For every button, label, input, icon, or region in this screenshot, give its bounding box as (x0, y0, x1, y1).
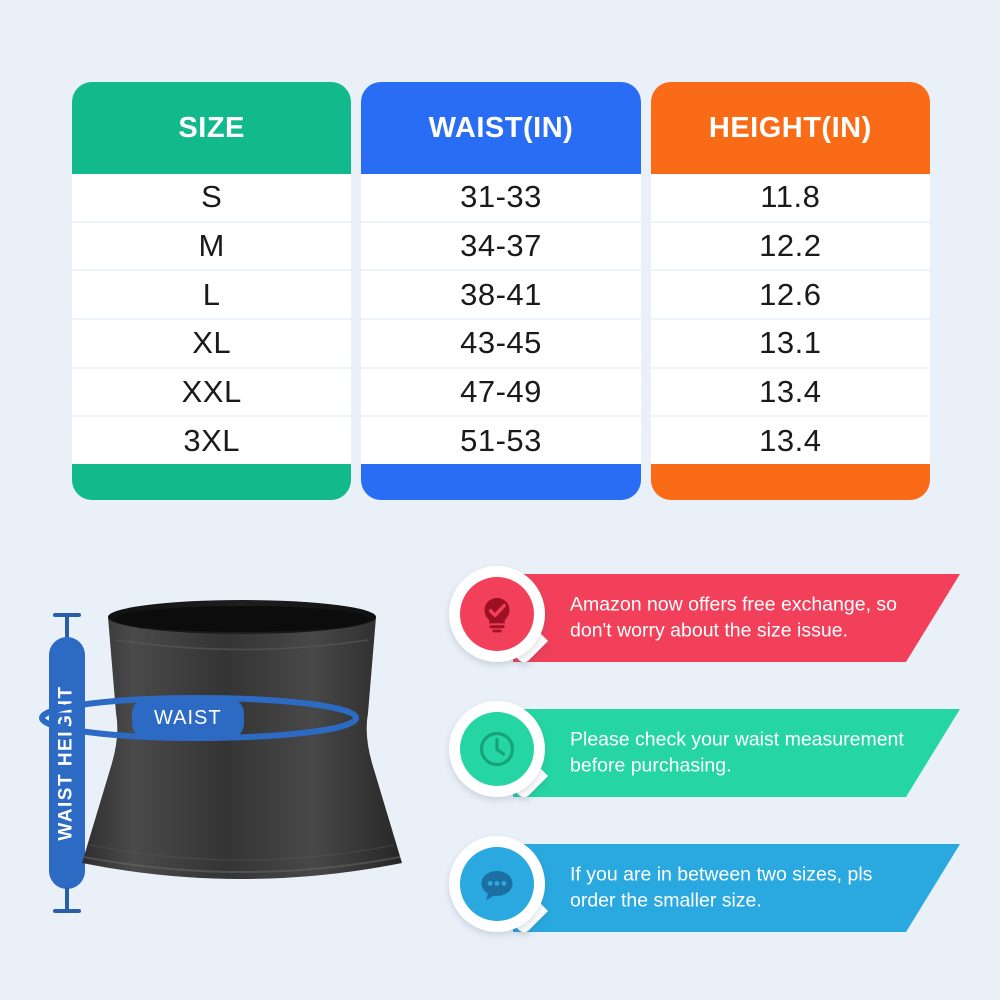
callout-banner-shape (513, 709, 960, 797)
table-cell-waist-1: 34-37 (361, 222, 641, 272)
table-cell-height-0: 11.8 (650, 174, 930, 223)
callout-icon-badge (445, 562, 557, 674)
table-cell-size-2: L (72, 271, 352, 321)
waist-trainer-belt-image (72, 595, 412, 895)
waist-height-cap-bottom (53, 909, 81, 913)
table-column-waist: WAIST(IN) 31-33 34-37 38-41 43-45 47-49 … (361, 82, 641, 500)
callout-icon-badge (445, 697, 557, 809)
column-header-height: HEIGHT(IN) (650, 82, 930, 174)
table-cell-size-5: 3XL (72, 417, 352, 465)
callout-icon-badge (445, 832, 557, 944)
callout-icon-disc (460, 577, 534, 651)
callout-banner-shape (513, 574, 960, 662)
belt-graphic (82, 600, 402, 879)
table-cell-size-3: XL (72, 320, 352, 369)
column-header-size: SIZE (72, 82, 352, 174)
table-cell-waist-4: 47-49 (361, 368, 641, 418)
callout-size-advice: If you are in between two sizes, pls ord… (445, 832, 960, 944)
column-footer-size (72, 464, 352, 500)
table-cell-height-1: 12.2 (650, 222, 930, 272)
column-body-size: S M L XL XXL 3XL (72, 174, 352, 465)
callout-text: Amazon now offers free exchange, so don'… (570, 593, 897, 641)
waist-height-indicator: WAIST HEIGHT (47, 613, 87, 913)
table-cell-waist-5: 51-53 (361, 417, 641, 465)
waist-height-pill: WAIST HEIGHT (49, 637, 85, 889)
callout-exchange-policy: Amazon now offers free exchange, so don'… (445, 562, 960, 674)
table-cell-waist-2: 38-41 (361, 271, 641, 321)
waist-height-stem-top (65, 615, 69, 639)
column-body-height: 11.8 12.2 12.6 13.1 13.4 13.4 (650, 174, 930, 465)
column-footer-waist (361, 464, 641, 500)
table-cell-height-4: 13.4 (650, 368, 930, 418)
column-body-waist: 31-33 34-37 38-41 43-45 47-49 51-53 (361, 174, 641, 465)
chat-bubble-icon (481, 871, 513, 901)
clock-icon (479, 731, 515, 767)
callout-icon-disc (460, 847, 534, 921)
callout-text: If you are in between two sizes, pls ord… (570, 863, 873, 911)
lightbulb-check-icon (484, 598, 510, 633)
table-cell-size-4: XXL (72, 368, 352, 418)
waist-height-stem-bottom (65, 887, 69, 911)
size-chart-table: SIZE S M L XL XXL 3XL WAIST(IN) 31-33 34… (72, 82, 930, 500)
callout-icon-disc (460, 712, 534, 786)
waist-label: WAIST (132, 699, 244, 738)
table-column-size: SIZE S M L XL XXL 3XL (72, 82, 352, 500)
callout-text: Please check your waist measurement befo… (570, 728, 904, 776)
column-footer-height (650, 464, 930, 500)
callout-banner-shape (513, 844, 960, 932)
table-cell-size-1: M (72, 222, 352, 272)
table-cell-waist-0: 31-33 (361, 174, 641, 223)
product-measurement-illustration: WAIST HEIGHT (20, 565, 430, 975)
callout-check-measurement: Please check your waist measurement befo… (445, 697, 960, 809)
waist-circumference-ring (39, 695, 359, 741)
table-cell-waist-3: 43-45 (361, 320, 641, 369)
column-header-waist: WAIST(IN) (361, 82, 641, 174)
table-cell-height-2: 12.6 (650, 271, 930, 321)
table-cell-size-0: S (72, 174, 352, 223)
table-cell-height-5: 13.4 (650, 417, 930, 465)
table-column-height: HEIGHT(IN) 11.8 12.2 12.6 13.1 13.4 13.4 (650, 82, 930, 500)
table-cell-height-3: 13.1 (650, 320, 930, 369)
